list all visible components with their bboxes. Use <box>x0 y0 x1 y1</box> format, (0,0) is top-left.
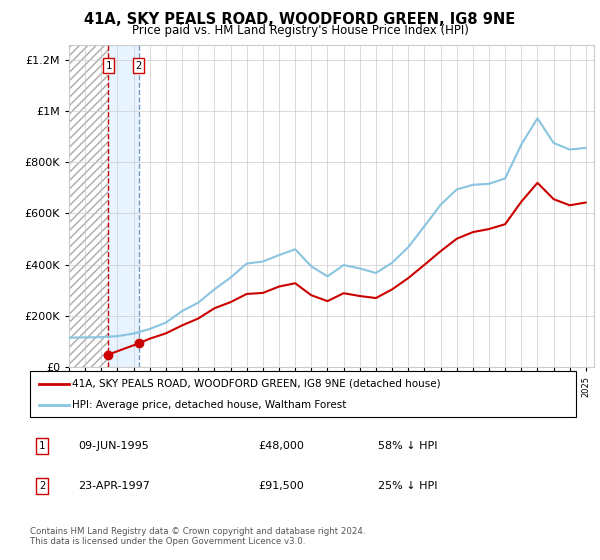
Bar <box>109 45 139 367</box>
Text: 1: 1 <box>105 60 112 71</box>
Text: 58% ↓ HPI: 58% ↓ HPI <box>378 441 437 451</box>
Text: £48,000: £48,000 <box>258 441 304 451</box>
Text: 41A, SKY PEALS ROAD, WOODFORD GREEN, IG8 9NE: 41A, SKY PEALS ROAD, WOODFORD GREEN, IG8… <box>85 12 515 27</box>
Text: 41A, SKY PEALS ROAD, WOODFORD GREEN, IG8 9NE (detached house): 41A, SKY PEALS ROAD, WOODFORD GREEN, IG8… <box>72 379 440 389</box>
Text: 25% ↓ HPI: 25% ↓ HPI <box>378 480 437 491</box>
Text: HPI: Average price, detached house, Waltham Forest: HPI: Average price, detached house, Walt… <box>72 400 346 410</box>
Text: Price paid vs. HM Land Registry's House Price Index (HPI): Price paid vs. HM Land Registry's House … <box>131 24 469 36</box>
Text: 2: 2 <box>39 480 45 491</box>
Text: 09-JUN-1995: 09-JUN-1995 <box>78 441 149 451</box>
Text: 23-APR-1997: 23-APR-1997 <box>78 480 150 491</box>
Bar <box>69 45 109 367</box>
Text: 1: 1 <box>39 441 45 451</box>
Text: 2: 2 <box>136 60 142 71</box>
Text: Contains HM Land Registry data © Crown copyright and database right 2024.
This d: Contains HM Land Registry data © Crown c… <box>30 526 365 546</box>
Text: £91,500: £91,500 <box>258 480 304 491</box>
